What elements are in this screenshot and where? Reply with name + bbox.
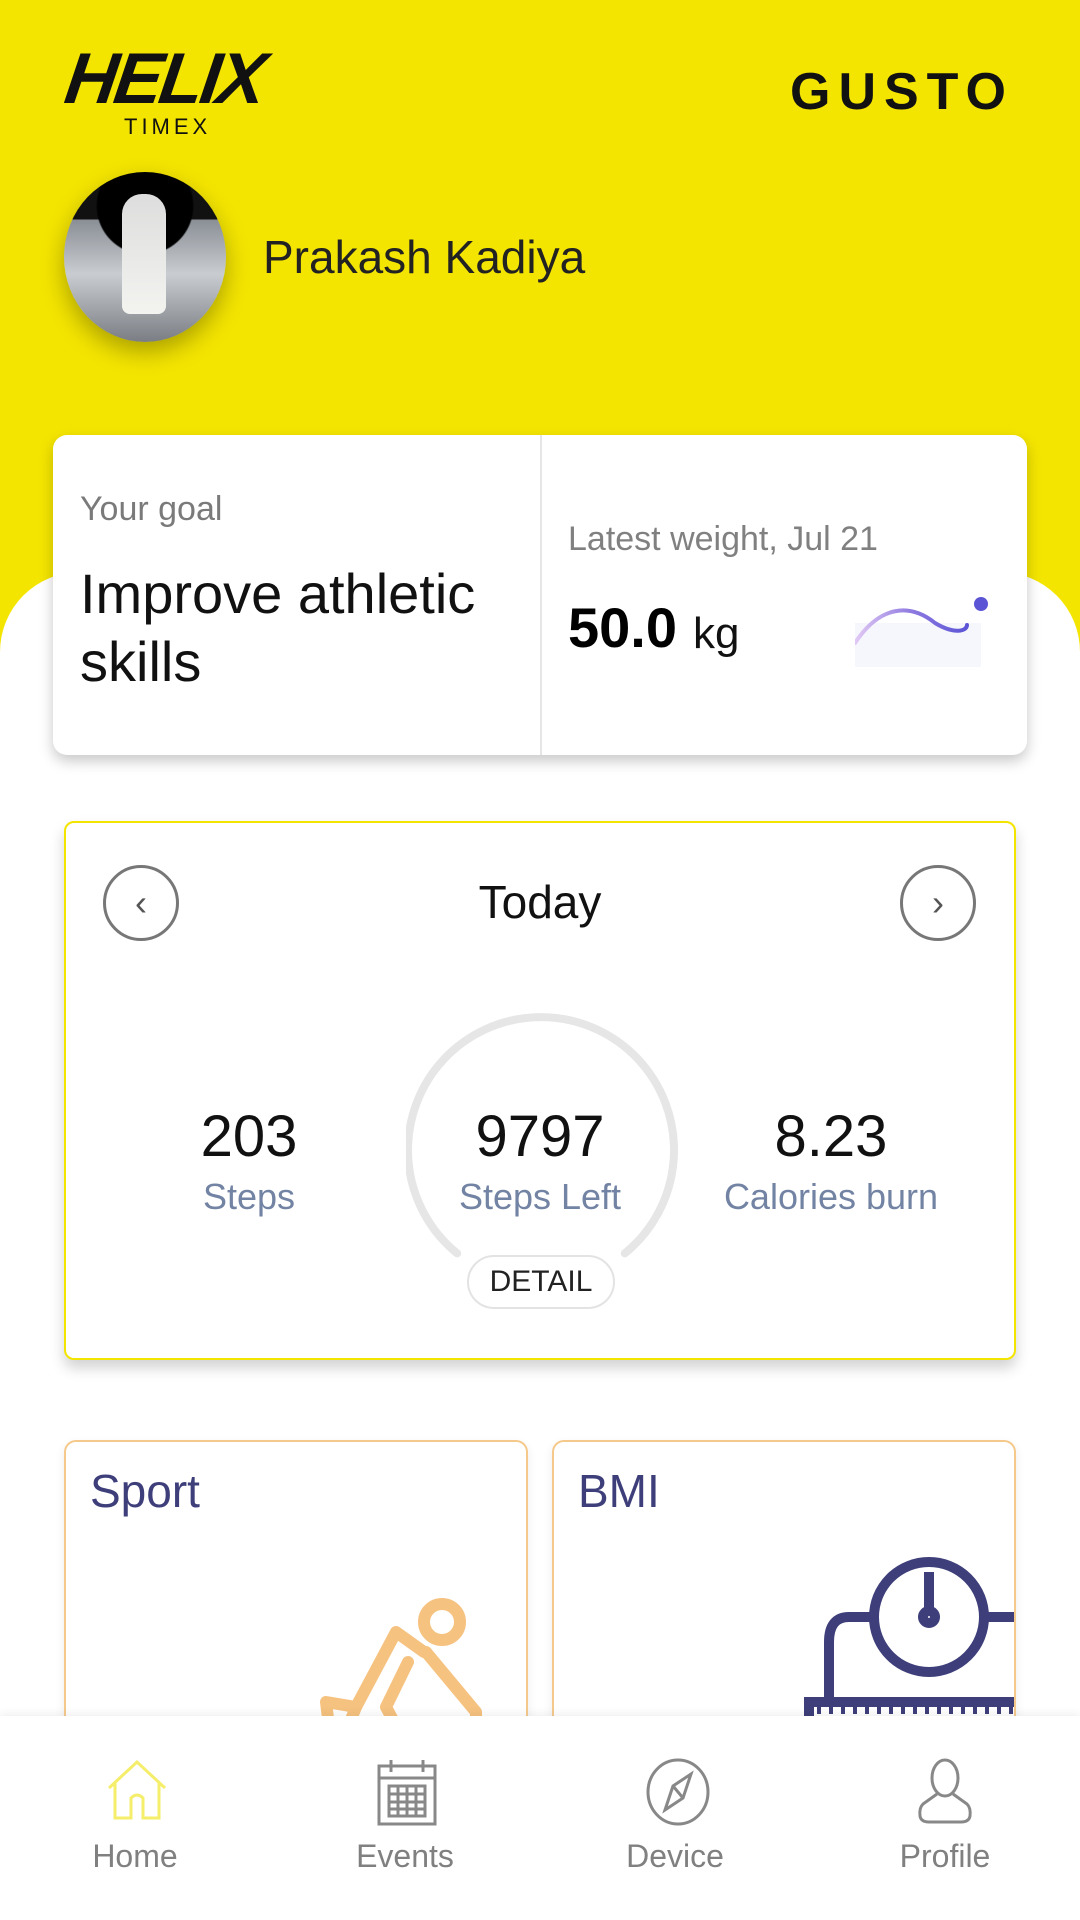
weight-label: Latest weight, Jul 21 [568, 520, 878, 558]
steps-left-value: 9797 [475, 1104, 605, 1169]
chevron-left-icon: ‹ [135, 882, 147, 923]
goal-weight-card[interactable]: Your goal Improve athletic skills Latest… [53, 435, 1027, 755]
goal-value: Improve athletic skills [80, 562, 476, 693]
weight-unit: kg [693, 609, 740, 658]
day-title: Today [478, 876, 602, 928]
home-icon [107, 1759, 167, 1820]
divider [540, 435, 542, 755]
calories-value: 8.23 [774, 1104, 888, 1169]
nav-profile-label: Profile [899, 1838, 991, 1874]
sparkline-line [855, 608, 969, 645]
steps-value: 203 [200, 1104, 298, 1169]
steps-left-label: Steps Left [458, 1176, 622, 1217]
weight-trend-sparkline [855, 597, 988, 667]
bmi-title: BMI [578, 1465, 660, 1517]
nav-home[interactable]: Home [0, 1716, 270, 1920]
gusto-logo: GUSTO [790, 63, 1014, 121]
previous-day-button[interactable]: ‹ [103, 865, 179, 941]
nav-device[interactable]: Device [540, 1716, 810, 1920]
weight-value: 50.0 [568, 596, 677, 659]
steps-progress-ring [406, 1013, 678, 1258]
chevron-right-icon: › [932, 882, 944, 923]
nav-events[interactable]: Events [270, 1716, 540, 1920]
person-icon [918, 1758, 972, 1824]
helix-logo: HELIX [60, 39, 269, 119]
goal-label: Your goal [80, 490, 223, 528]
steps-left-stat: 9797 Steps Left [390, 1103, 690, 1218]
astronaut-image [122, 194, 166, 314]
sparkline-point [974, 597, 988, 611]
timex-logo: TIMEX [124, 114, 212, 139]
avatar[interactable] [64, 172, 226, 342]
bottom-navigation: Home Events Device Profile [0, 1716, 1080, 1920]
nav-profile[interactable]: Profile [810, 1716, 1080, 1920]
today-activity-card: ‹ Today › 203 Steps 9797 Steps Left 8.23… [64, 821, 1016, 1360]
sport-title: Sport [90, 1465, 200, 1517]
next-day-button[interactable]: › [900, 865, 976, 941]
progress-ring-track [406, 1013, 678, 1258]
nav-device-label: Device [626, 1838, 724, 1874]
user-name: Prakash Kadiya [263, 231, 586, 283]
nav-events-label: Events [356, 1838, 454, 1874]
calories-label: Calories burn [723, 1176, 939, 1217]
detail-button[interactable]: DETAIL [467, 1255, 615, 1309]
compass-icon [646, 1758, 710, 1826]
steps-label: Steps [202, 1176, 296, 1217]
steps-stat: 203 Steps [99, 1103, 399, 1218]
calendar-icon [377, 1760, 437, 1826]
calories-stat: 8.23 Calories burn [681, 1103, 981, 1218]
nav-home-label: Home [92, 1838, 178, 1874]
